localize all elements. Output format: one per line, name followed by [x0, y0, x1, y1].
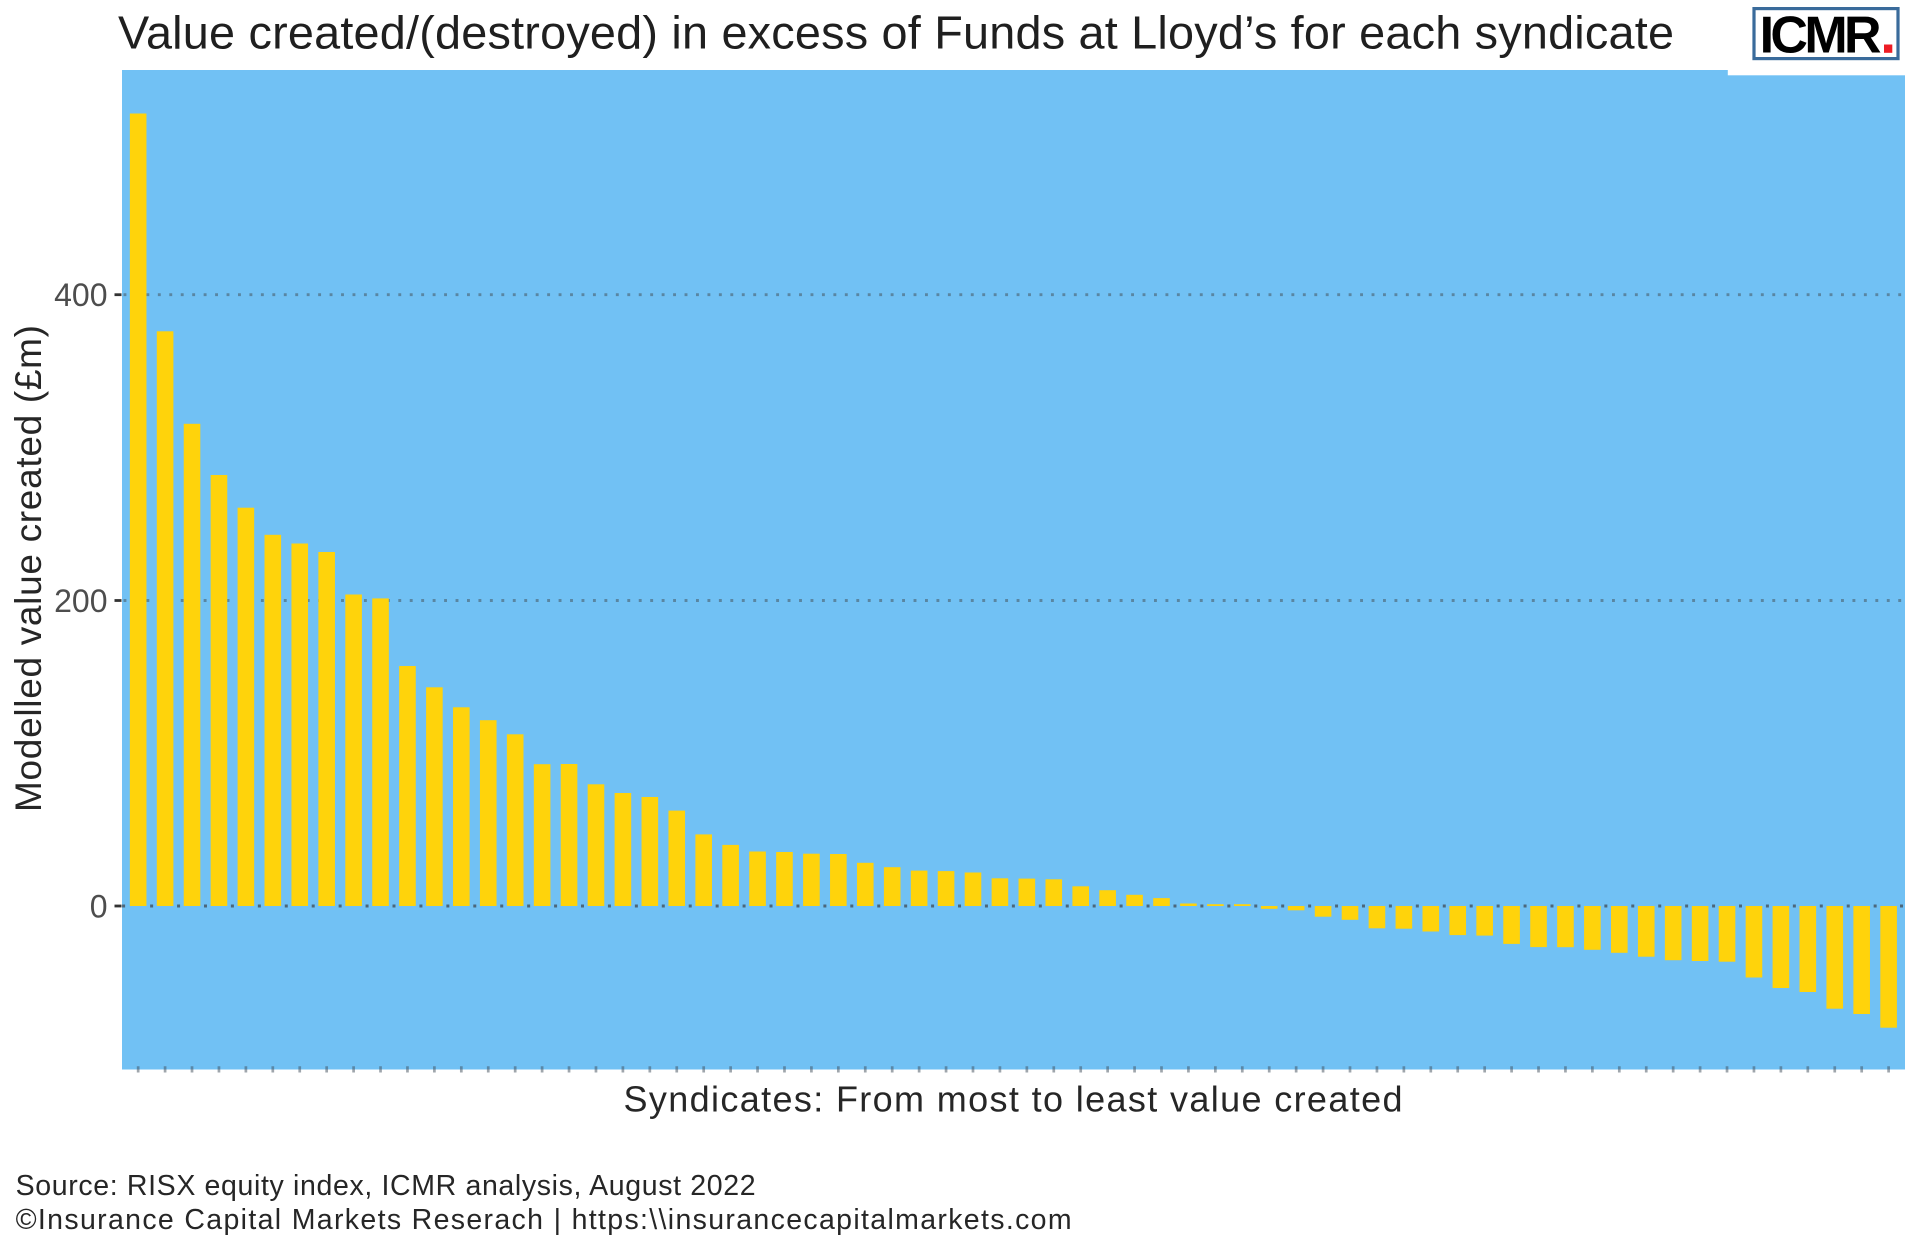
svg-text:ICMR: ICMR: [1760, 7, 1882, 65]
svg-text:200: 200: [54, 583, 107, 619]
svg-text:400: 400: [54, 277, 107, 313]
svg-text:Syndicates: From most to least: Syndicates: From most to least value cre…: [624, 1078, 1403, 1119]
svg-text:©Insurance Capital Markets Res: ©Insurance Capital Markets Reserach | ht…: [16, 1204, 1072, 1236]
svg-text:Modelled value created (£m): Modelled value created (£m): [8, 325, 49, 812]
svg-text:Source: RISX equity index, ICM: Source: RISX equity index, ICMR analysis…: [16, 1170, 756, 1202]
svg-text:Value created/(destroyed) in e: Value created/(destroyed) in excess of F…: [118, 6, 1674, 58]
svg-text:0: 0: [90, 888, 108, 924]
